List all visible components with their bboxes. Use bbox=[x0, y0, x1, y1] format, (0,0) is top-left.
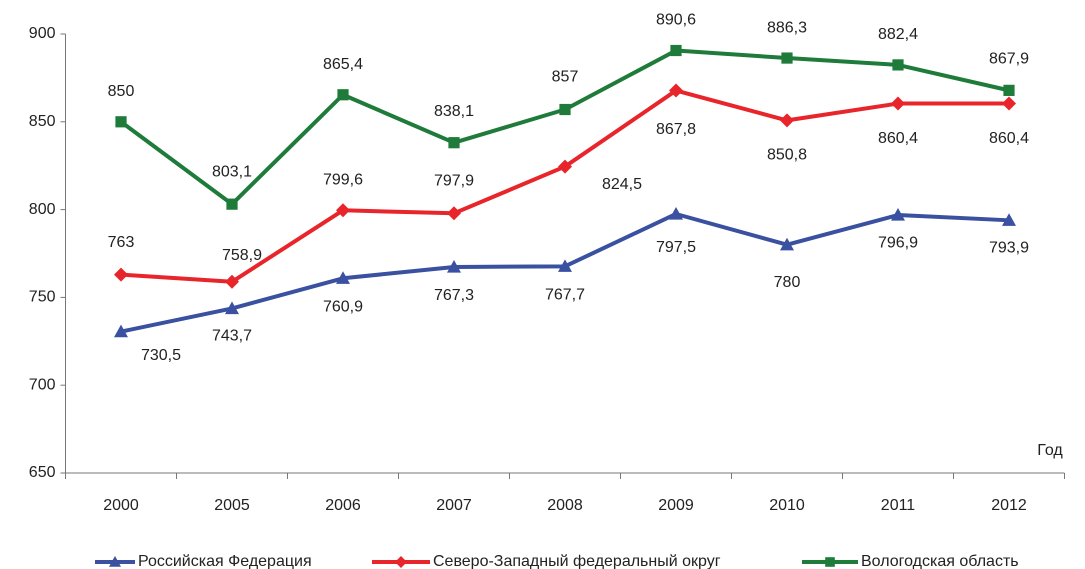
marker bbox=[225, 274, 239, 289]
data-label: 767,7 bbox=[545, 287, 585, 304]
marker bbox=[781, 52, 793, 64]
data-label: 796,9 bbox=[878, 234, 918, 251]
y-tick-label: 850 bbox=[29, 113, 56, 130]
legend-label: Северо-Западный федеральный округ bbox=[433, 553, 721, 569]
y-tick-label: 900 bbox=[29, 25, 56, 42]
data-label: 867,9 bbox=[989, 51, 1029, 68]
marker bbox=[448, 137, 460, 149]
data-label: 882,4 bbox=[878, 26, 918, 43]
marker bbox=[1002, 213, 1016, 226]
x-tick-label: 2012 bbox=[991, 497, 1027, 514]
marker bbox=[891, 208, 905, 221]
data-label: 799,6 bbox=[323, 172, 363, 189]
data-label: 890,6 bbox=[656, 12, 696, 29]
legend-label: Российская Федерация bbox=[138, 553, 312, 569]
data-label: 797,5 bbox=[656, 239, 696, 256]
marker bbox=[226, 198, 238, 210]
y-tick-label: 800 bbox=[29, 201, 56, 218]
marker bbox=[669, 206, 683, 220]
marker bbox=[669, 83, 683, 98]
data-label: 760,9 bbox=[323, 298, 363, 315]
marker bbox=[336, 271, 350, 284]
data-label: 857 bbox=[552, 69, 579, 86]
marker bbox=[336, 203, 350, 218]
data-label: 838,1 bbox=[434, 103, 474, 120]
marker bbox=[114, 324, 128, 338]
marker bbox=[558, 259, 572, 272]
marker bbox=[558, 159, 572, 174]
data-label: 860,4 bbox=[878, 130, 918, 147]
data-label: 824,5 bbox=[602, 176, 642, 193]
series-line bbox=[120, 211, 1010, 334]
marker bbox=[337, 89, 349, 101]
x-tick-label: 2005 bbox=[214, 497, 250, 514]
x-tick-label: 2007 bbox=[436, 497, 472, 514]
marker bbox=[447, 260, 461, 273]
data-label: 850 bbox=[108, 83, 135, 100]
legend-marker bbox=[395, 556, 407, 568]
data-label: 730,5 bbox=[141, 347, 181, 364]
y-tick-label: 750 bbox=[29, 289, 56, 306]
x-tick-label: 2011 bbox=[881, 497, 916, 514]
legend-marker bbox=[109, 556, 121, 567]
x-tick-label: 2000 bbox=[103, 497, 139, 514]
data-label: 867,8 bbox=[656, 121, 696, 138]
data-label: 860,4 bbox=[989, 130, 1029, 147]
x-tick-label: 2009 bbox=[658, 497, 694, 514]
marker bbox=[1002, 96, 1016, 111]
data-label: 780 bbox=[774, 274, 801, 291]
marker bbox=[447, 206, 461, 221]
data-label: 758,9 bbox=[222, 247, 262, 264]
data-label: 743,7 bbox=[212, 328, 252, 345]
data-label: 767,3 bbox=[434, 287, 474, 304]
data-label: 850,8 bbox=[767, 147, 807, 164]
marker bbox=[670, 44, 682, 57]
marker bbox=[114, 267, 128, 282]
data-label: 865,4 bbox=[323, 56, 363, 73]
marker bbox=[892, 59, 904, 71]
x-tick-label: 2010 bbox=[769, 497, 805, 514]
legend-marker bbox=[825, 557, 835, 567]
data-label: 793,9 bbox=[989, 240, 1029, 257]
marker bbox=[559, 103, 571, 116]
data-label: 797,9 bbox=[434, 173, 474, 190]
marker bbox=[780, 237, 794, 251]
marker bbox=[1003, 84, 1015, 96]
x-axis-label: Год bbox=[1037, 442, 1063, 459]
y-tick-label: 650 bbox=[29, 464, 56, 481]
marker bbox=[780, 113, 794, 128]
marker bbox=[891, 96, 905, 111]
x-tick-label: 2008 bbox=[547, 497, 583, 514]
marker bbox=[225, 301, 239, 315]
data-label: 886,3 bbox=[767, 19, 807, 36]
x-tick-label: 2006 bbox=[325, 497, 361, 514]
data-label: 803,1 bbox=[212, 163, 252, 180]
y-tick-label: 700 bbox=[29, 376, 56, 393]
marker bbox=[115, 116, 127, 128]
data-label: 763 bbox=[108, 234, 135, 251]
legend-label: Вологодская область bbox=[861, 553, 1019, 569]
